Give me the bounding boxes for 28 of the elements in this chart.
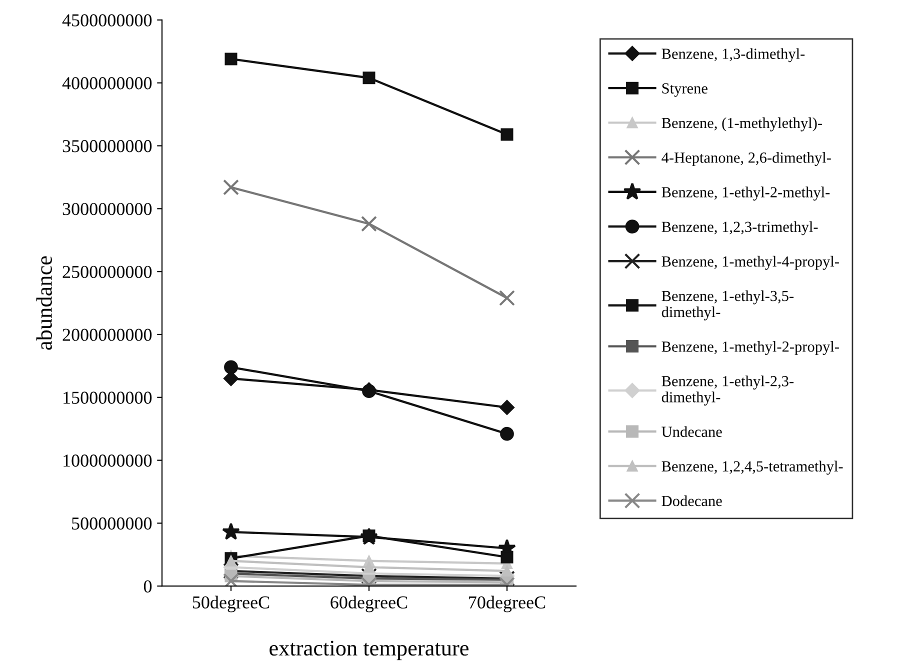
legend-label: Benzene, 1-methyl-2-propyl- <box>662 341 839 355</box>
x-axis-title: extraction temperature <box>270 640 468 660</box>
legend-label: Benzene, 1-ethyl-3,5- dimethyl- <box>662 290 794 320</box>
legend-label: Benzene, 1,3-dimethyl- <box>662 48 805 62</box>
legend-label: Benzene, 1,2,4,5-tetramethyl- <box>662 460 843 475</box>
legend-label: Dodecane <box>662 495 722 506</box>
legend-label: Styrene <box>662 83 708 97</box>
y-tick-label: 500000000 <box>72 517 152 530</box>
y-tick-label: 1500000000 <box>64 392 152 404</box>
x-tick-label: 70degreeC <box>469 596 546 612</box>
legend-label: Benzene, 1-ethyl-2,3- dimethyl- <box>662 376 794 406</box>
x-tick-label: 60degreeC <box>330 596 408 612</box>
y-tick-label: 3000000000 <box>62 202 152 216</box>
legend-label: Benzene, (1-methylethyl)- <box>662 117 822 132</box>
x-tick-label: 50degreeC <box>192 596 270 612</box>
legend-label: Undecane <box>662 426 722 437</box>
legend-label: Benzene, 1-methyl-4-propyl- <box>662 256 839 270</box>
y-tick-label: 3500000000 <box>62 140 152 152</box>
y-tick-label: 0 <box>144 580 152 593</box>
y-tick-label: 1000000000 <box>64 454 152 467</box>
y-tick-label: 4000000000 <box>62 77 152 90</box>
legend-label: Benzene, 1-ethyl-2-methyl- <box>662 186 830 201</box>
y-tick-label: 2500000000 <box>62 266 152 278</box>
y-tick-label: 4500000000 <box>62 14 152 26</box>
legend-label: 4-Heptanone, 2,6-dimethyl- <box>662 152 831 166</box>
y-axis-title: abundance <box>36 256 52 350</box>
y-tick-label: 2000000000 <box>62 328 152 341</box>
legend-label: Benzene, 1,2,3-trimethyl- <box>662 221 818 236</box>
